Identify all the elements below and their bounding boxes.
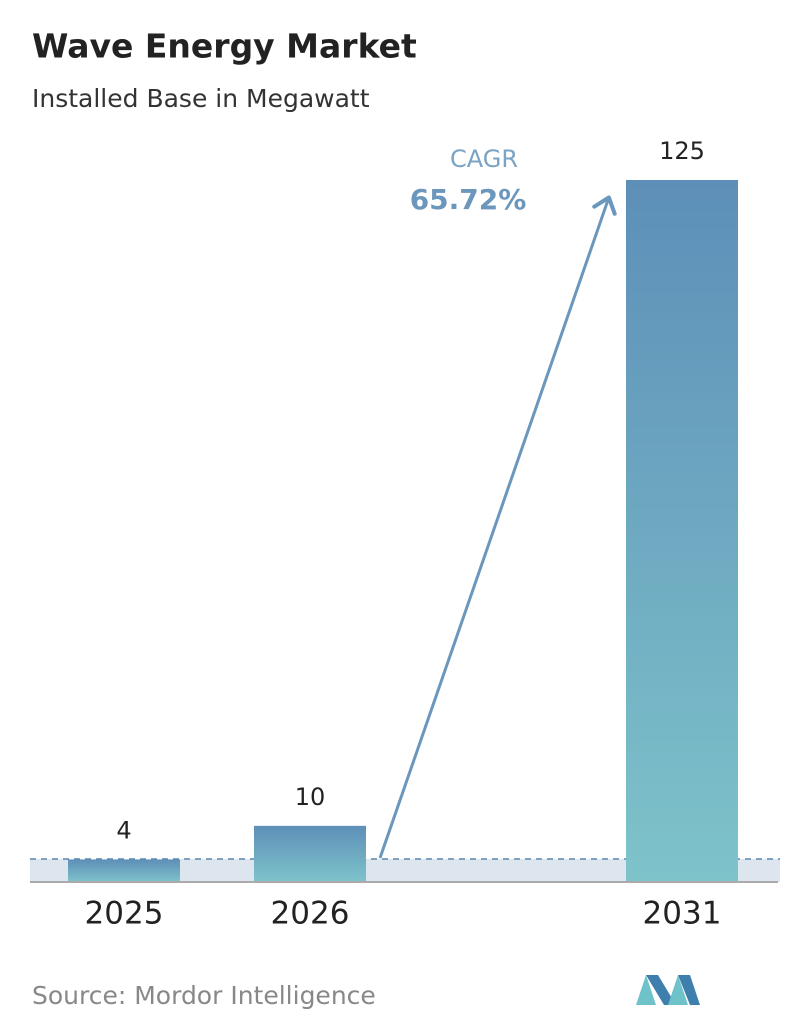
cagr-value: 65.72%	[410, 183, 527, 216]
source: Source: Mordor Intelligence	[32, 981, 376, 1010]
bar	[254, 825, 366, 882]
value-label: 4	[116, 817, 131, 845]
chart-title: Wave Energy Market	[32, 27, 417, 66]
value-label: 125	[659, 137, 705, 165]
bar	[68, 859, 180, 882]
chart-subtitle: Installed Base in Megawatt	[32, 84, 370, 113]
value-label: 10	[295, 783, 326, 811]
x-tick-label: 2031	[643, 896, 722, 932]
logo	[636, 975, 700, 1005]
base-band	[30, 859, 780, 882]
cagr-label: CAGR	[450, 145, 518, 173]
x-tick-label: 2026	[271, 896, 350, 932]
cagr-arrow	[378, 195, 617, 859]
bar	[626, 180, 738, 882]
x-tick-label: 2025	[85, 896, 164, 932]
